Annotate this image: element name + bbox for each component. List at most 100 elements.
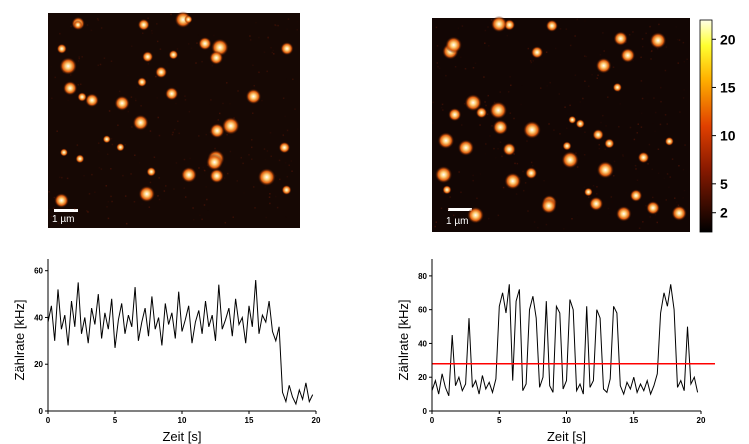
noise	[516, 162, 519, 165]
noise	[529, 60, 532, 62]
noise	[520, 103, 522, 106]
noise	[532, 60, 535, 62]
noise	[134, 154, 136, 157]
noise	[494, 156, 497, 159]
noise	[647, 163, 649, 165]
noise	[148, 110, 151, 112]
noise	[610, 196, 613, 198]
noise	[203, 169, 206, 172]
noise	[251, 112, 254, 114]
noise	[675, 201, 678, 203]
noise	[476, 197, 478, 200]
noise	[634, 164, 637, 167]
noise	[569, 104, 571, 107]
noise	[677, 62, 679, 64]
y-tick-label: 40	[418, 339, 427, 348]
noise	[174, 128, 176, 131]
noise	[622, 155, 624, 158]
noise	[236, 180, 238, 182]
noise	[602, 114, 604, 117]
noise	[279, 178, 281, 181]
noise	[203, 204, 206, 206]
noise	[522, 189, 525, 192]
noise	[559, 28, 562, 30]
noise	[537, 226, 539, 229]
noise	[648, 143, 651, 146]
noise	[514, 162, 516, 165]
noise	[90, 29, 93, 32]
noise	[636, 179, 639, 182]
noise	[682, 41, 685, 44]
noise	[596, 77, 599, 80]
noise	[497, 214, 500, 217]
spot	[457, 139, 474, 156]
noise	[51, 66, 53, 68]
noise	[135, 99, 137, 102]
image-background	[432, 18, 690, 232]
noise	[264, 158, 267, 161]
trace-chart: 0 5 10 15 20 0 20 40 60 Zeit [s] Zählrate [kHz]	[12, 259, 321, 444]
noise	[198, 167, 200, 169]
noise	[183, 187, 185, 189]
noise	[205, 186, 207, 188]
x-tick-label: 10	[562, 416, 571, 425]
noise	[640, 56, 642, 59]
noise	[458, 171, 460, 173]
noise	[252, 64, 254, 67]
noise	[188, 110, 191, 113]
noise	[671, 158, 674, 160]
noise	[647, 92, 649, 95]
noise	[604, 148, 606, 151]
noise	[659, 123, 662, 126]
spot	[59, 148, 68, 157]
noise	[164, 185, 167, 187]
spot	[504, 172, 522, 190]
noise	[272, 49, 274, 52]
noise	[675, 26, 678, 28]
noise	[484, 29, 487, 32]
noise	[140, 105, 142, 107]
spot	[155, 66, 168, 79]
noise	[147, 17, 149, 20]
noise	[184, 99, 187, 101]
noise	[78, 57, 81, 60]
noise	[683, 89, 685, 91]
spot	[59, 57, 77, 75]
spot	[142, 51, 154, 63]
spot	[184, 15, 193, 24]
noise	[474, 62, 477, 65]
noise	[447, 208, 450, 210]
noise	[649, 216, 651, 218]
noise	[148, 206, 151, 208]
noise	[171, 133, 174, 136]
spot	[63, 81, 78, 96]
y-tick-label: 20	[418, 373, 427, 382]
spot	[568, 115, 577, 124]
noise	[91, 173, 93, 176]
noise	[229, 150, 232, 153]
x-tick-label: 5	[113, 416, 118, 425]
spot	[475, 106, 488, 119]
noise	[432, 101, 434, 104]
spot	[525, 167, 538, 180]
noise	[284, 115, 286, 118]
noise	[98, 166, 101, 169]
noise	[157, 195, 159, 197]
spot	[502, 142, 516, 156]
spot	[464, 94, 482, 112]
noise	[548, 123, 550, 125]
noise	[107, 217, 110, 220]
noise	[569, 44, 572, 47]
noise	[288, 164, 291, 167]
noise	[86, 24, 89, 26]
noise	[274, 195, 277, 198]
noise	[575, 152, 577, 154]
noise	[541, 58, 543, 61]
spot	[664, 136, 674, 146]
noise	[258, 71, 260, 74]
x-tick-label: 20	[312, 416, 321, 425]
noise	[437, 65, 439, 68]
noise	[67, 225, 69, 227]
y-tick-label: 60	[418, 306, 427, 315]
noise	[632, 59, 635, 62]
